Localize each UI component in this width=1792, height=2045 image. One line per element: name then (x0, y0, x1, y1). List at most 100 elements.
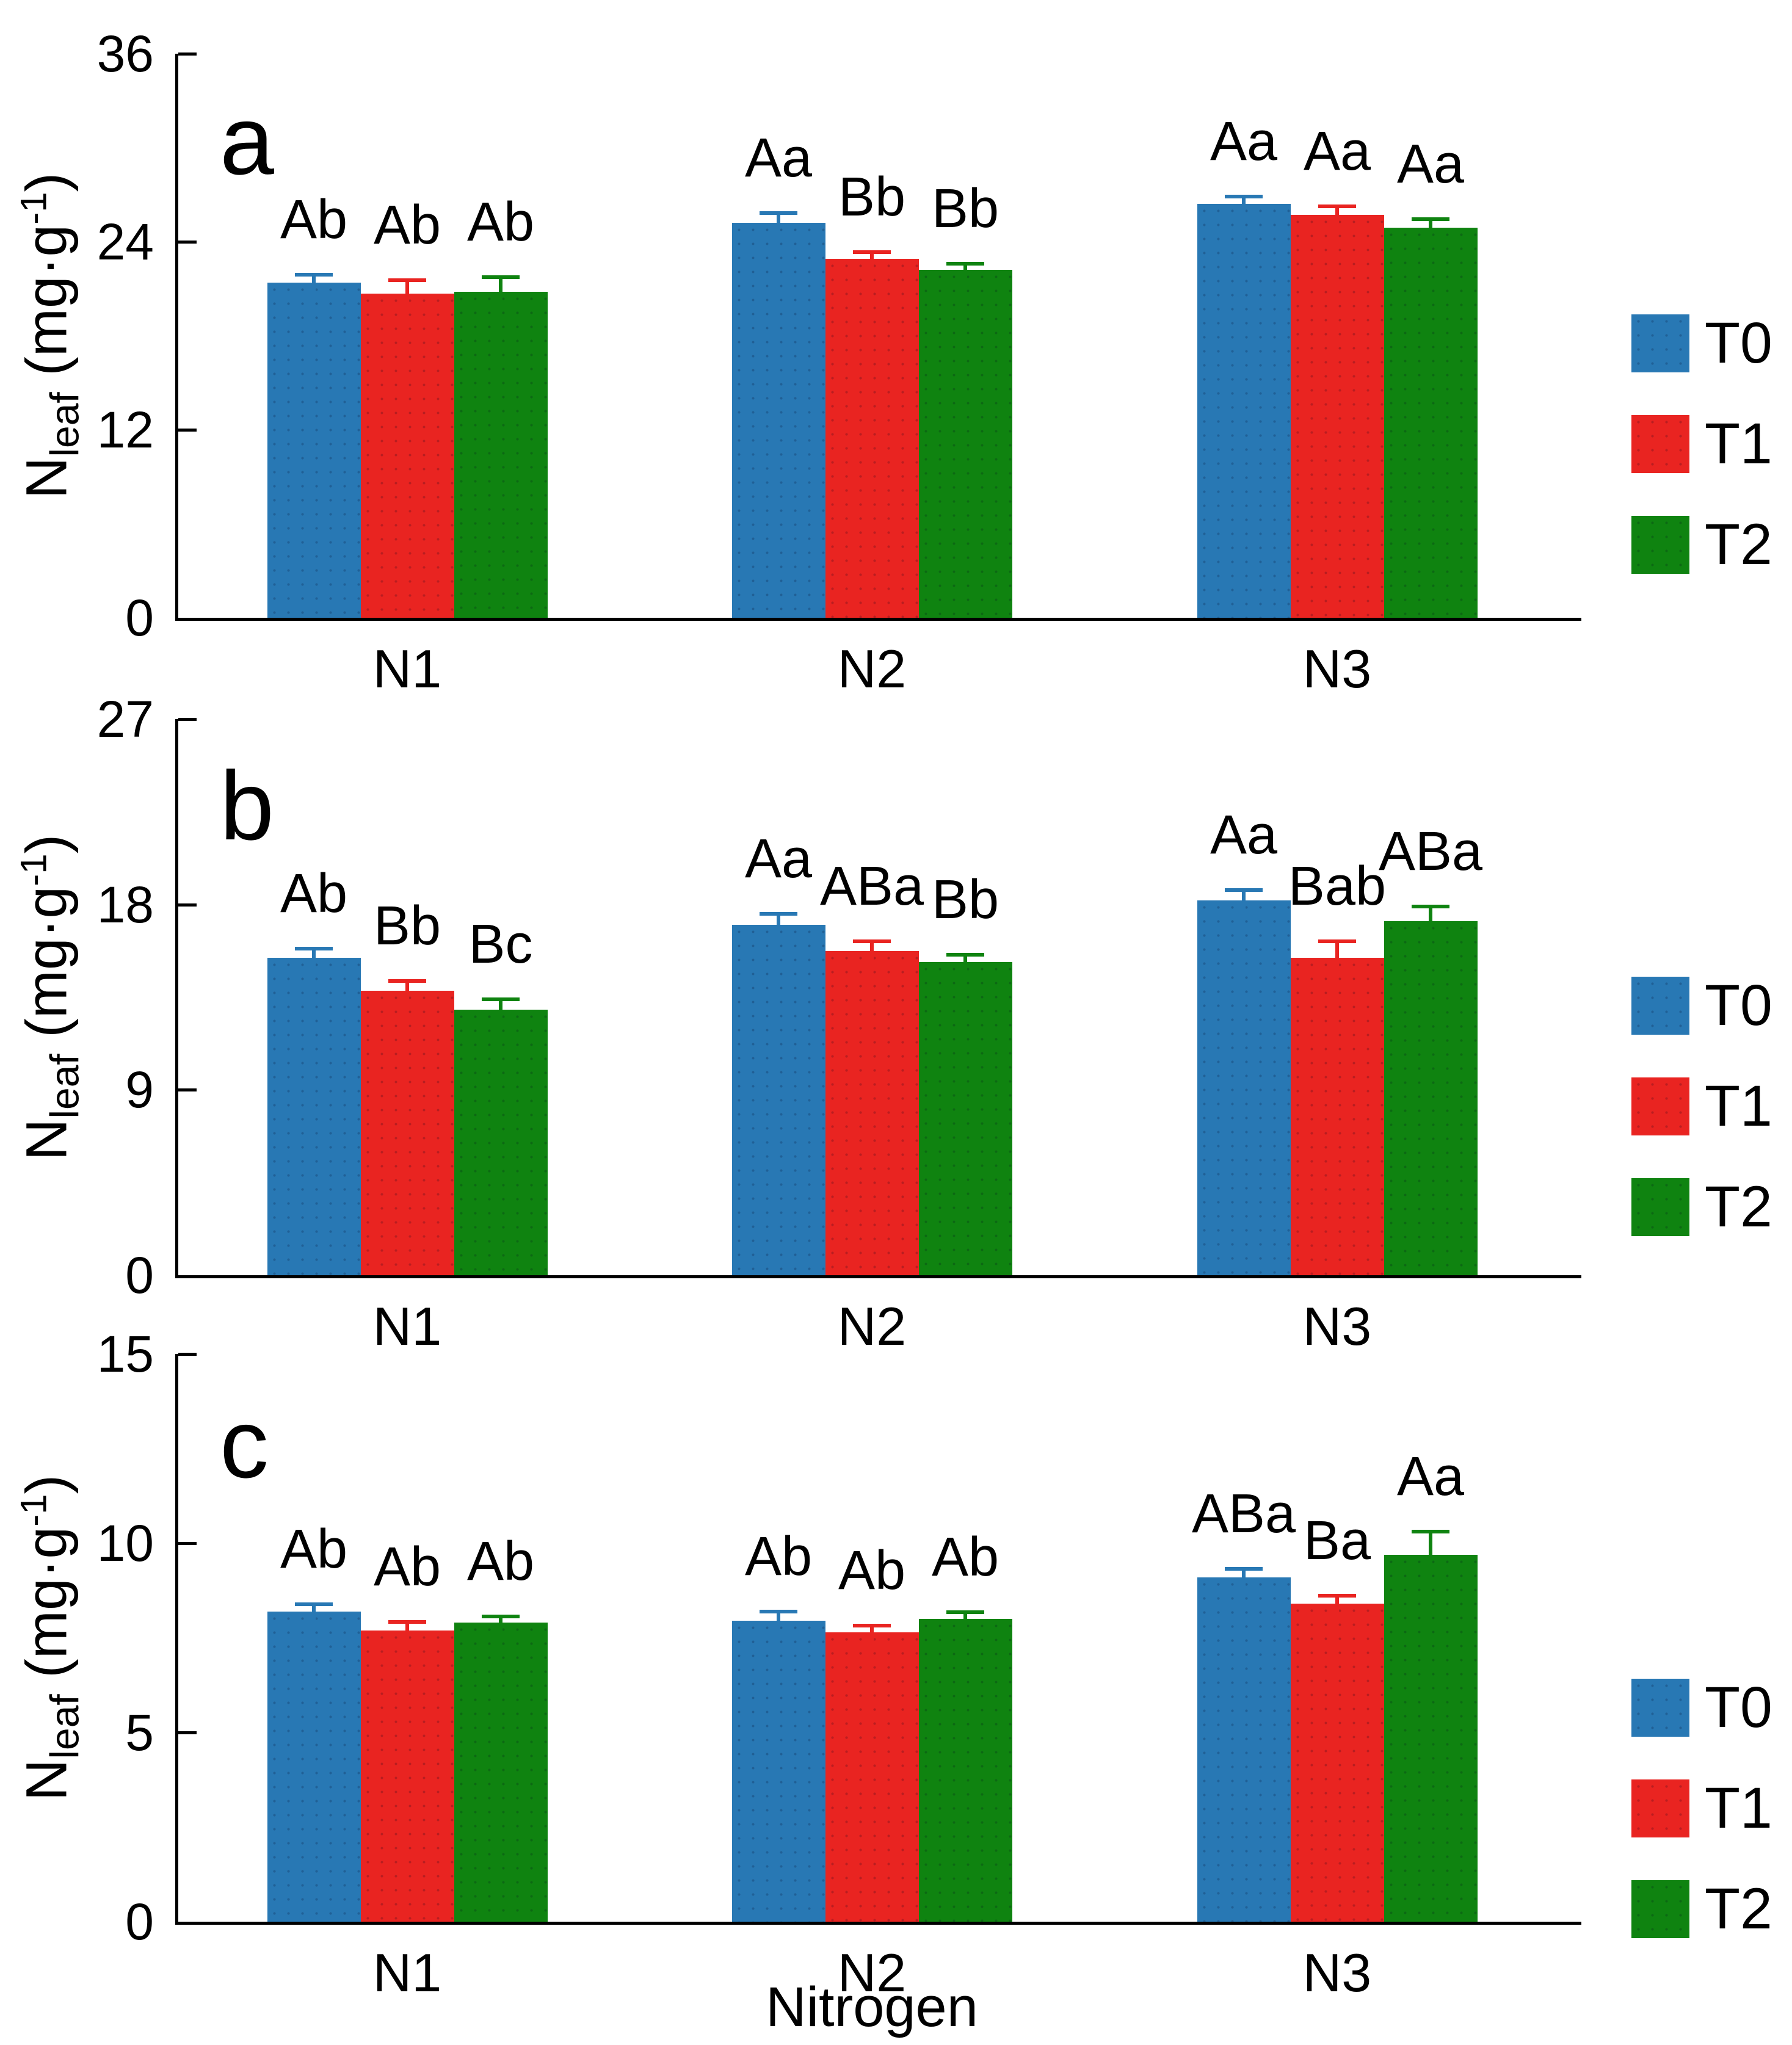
error-bar-cap (1412, 217, 1449, 221)
bar-c-N1-T2 (454, 1623, 548, 1922)
significance-letter: Ab (744, 1526, 813, 1587)
error-bar-cap (853, 939, 891, 944)
bar-b-N3-T0 (1197, 900, 1291, 1275)
error-bar-a-N2-T0 (777, 212, 780, 234)
bar-b-N3-T2 (1384, 921, 1478, 1275)
bar-b-N2-T1 (825, 950, 919, 1275)
error-bar-cap (295, 1602, 333, 1607)
bar-a-N1-T2 (454, 292, 548, 618)
y-tick (178, 1731, 197, 1734)
error-bar-cap (482, 275, 520, 279)
error-bar-c-N3-T2 (1429, 1532, 1432, 1566)
significance-letter: Aa (1396, 133, 1465, 195)
y-tick-label: 0 (125, 1247, 154, 1304)
legend-swatch-T2 (1631, 516, 1689, 574)
error-bar-b-N2-T0 (777, 913, 780, 936)
legend-label-T0: T0 (1705, 311, 1772, 375)
bar-c-N2-T1 (825, 1632, 919, 1922)
bar-c-N1-T0 (267, 1611, 361, 1922)
x-tick-label-N3: N3 (1302, 639, 1372, 699)
error-bar-cap (1412, 905, 1449, 909)
error-bar-b-N1-T1 (405, 980, 409, 1002)
y-axis-title-part: (mg·g (14, 224, 79, 393)
y-axis-a (175, 54, 178, 621)
error-bar-c-N3-T0 (1242, 1569, 1246, 1588)
y-axis-title-a: Nleaf (mg·g-1) (13, 172, 87, 499)
legend-label-T0: T0 (1705, 973, 1772, 1038)
y-tick (178, 52, 197, 56)
y-tick (178, 718, 197, 721)
bar-a-N3-T1 (1290, 215, 1384, 618)
legend-swatch-T0 (1631, 977, 1689, 1035)
significance-letter: Ab (931, 1526, 999, 1588)
error-bar-a-N2-T1 (870, 252, 874, 270)
y-axis-title-part: -1 (13, 1494, 54, 1527)
error-bar-a-N1-T2 (499, 277, 502, 303)
bar-b-N2-T0 (731, 925, 825, 1275)
error-bar-cap (1412, 1530, 1449, 1534)
legend-swatch-T2 (1631, 1880, 1689, 1938)
y-tick (178, 1542, 197, 1545)
bar-b-N2-T2 (918, 962, 1012, 1275)
legend-label-T2: T2 (1705, 512, 1772, 577)
y-tick-label: 0 (125, 589, 154, 646)
error-bar-c-N3-T1 (1335, 1595, 1339, 1615)
legend-label-T1: T1 (1705, 1776, 1772, 1840)
error-bar-cap (1318, 939, 1356, 944)
error-bar-a-N3-T1 (1335, 206, 1339, 226)
significance-letter: Ab (280, 863, 348, 925)
error-bar-cap (946, 261, 984, 266)
significance-letter: Aa (1396, 1446, 1465, 1508)
panel-letter-c: c (220, 1389, 269, 1498)
error-bar-cap (853, 250, 891, 254)
significance-letter: Bb (373, 895, 441, 957)
error-bar-b-N1-T0 (312, 949, 316, 969)
bar-a-N2-T0 (731, 223, 825, 618)
y-tick (178, 429, 197, 432)
y-tick (178, 241, 197, 244)
bar-b-N1-T1 (360, 991, 454, 1275)
error-bar-c-N2-T0 (777, 1611, 780, 1632)
significance-letter: Ab (838, 1540, 906, 1601)
error-bar-a-N3-T0 (1242, 196, 1246, 215)
x-tick-label-N2: N2 (837, 639, 907, 699)
significance-letter: Ab (280, 189, 348, 250)
legend-label-T2: T2 (1705, 1175, 1772, 1239)
y-tick-label: 15 (96, 1325, 154, 1383)
bar-c-N3-T2 (1384, 1554, 1478, 1922)
x-axis-b (175, 1275, 1581, 1278)
y-tick (178, 1088, 197, 1092)
significance-letter: Bb (931, 178, 999, 239)
significance-letter: Aa (1303, 121, 1371, 183)
y-axis-title-part: ) (14, 172, 79, 192)
error-bar-cap (946, 1610, 984, 1614)
significance-letter: ABa (819, 856, 924, 918)
error-bar-c-N1-T2 (499, 1616, 502, 1634)
y-tick-label: 12 (96, 401, 154, 458)
error-bar-b-N3-T2 (1429, 907, 1432, 932)
x-tick-label-N3: N3 (1302, 1942, 1372, 2003)
y-axis-title-b: Nleaf (mg·g-1) (13, 834, 87, 1160)
error-bar-cap (853, 1623, 891, 1627)
y-tick-label: 0 (125, 1893, 154, 1950)
error-bar-cap (1225, 1567, 1263, 1571)
y-axis-c (175, 1354, 178, 1925)
bar-c-N3-T1 (1290, 1604, 1384, 1922)
error-bar-cap (295, 272, 333, 277)
x-axis-title: Nitrogen (766, 1976, 978, 2038)
error-bar-b-N1-T2 (499, 999, 502, 1021)
x-axis-c (175, 1922, 1581, 1925)
bar-a-N1-T1 (360, 293, 454, 618)
error-bar-cap (295, 947, 333, 951)
y-tick-label: 5 (125, 1704, 154, 1761)
error-bar-cap (388, 1620, 426, 1624)
panel-letter-a: a (220, 85, 274, 195)
significance-letter: Aa (1210, 805, 1278, 866)
error-bar-cap (388, 278, 426, 282)
error-bar-b-N3-T1 (1335, 941, 1339, 969)
x-tick-label-N1: N1 (372, 1942, 442, 2003)
bar-a-N1-T0 (267, 282, 361, 618)
bar-c-N2-T2 (918, 1619, 1012, 1922)
bar-a-N2-T1 (825, 259, 919, 618)
